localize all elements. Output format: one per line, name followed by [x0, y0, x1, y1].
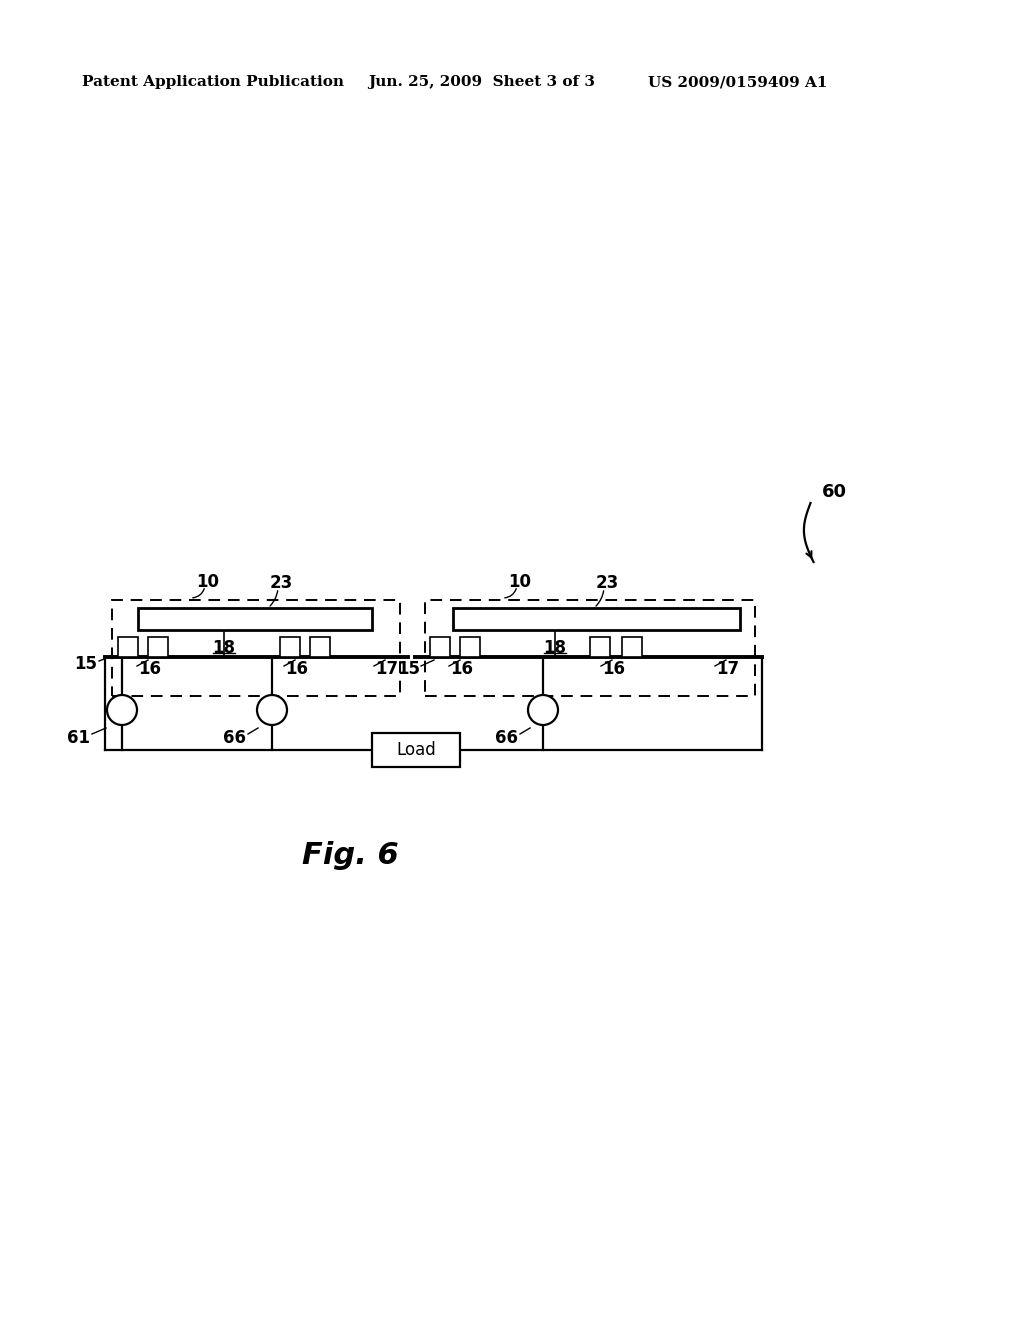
Bar — [112, 601, 400, 696]
Bar — [425, 601, 755, 696]
Text: 18: 18 — [544, 639, 566, 657]
Text: 16: 16 — [285, 660, 308, 678]
Circle shape — [106, 696, 137, 725]
Text: 15: 15 — [397, 660, 420, 678]
Bar — [118, 638, 138, 657]
Text: 16: 16 — [450, 660, 473, 678]
Text: 23: 23 — [596, 574, 620, 591]
Text: 10: 10 — [508, 573, 531, 591]
Bar — [372, 733, 460, 767]
Text: US 2009/0159409 A1: US 2009/0159409 A1 — [648, 75, 827, 88]
Text: 18: 18 — [213, 639, 236, 657]
Text: Jun. 25, 2009  Sheet 3 of 3: Jun. 25, 2009 Sheet 3 of 3 — [368, 75, 595, 88]
Bar — [590, 638, 610, 657]
Circle shape — [257, 696, 287, 725]
Bar — [460, 638, 480, 657]
Circle shape — [528, 696, 558, 725]
Text: 17: 17 — [375, 660, 398, 678]
Text: 61: 61 — [67, 729, 90, 747]
Text: Fig. 6: Fig. 6 — [302, 841, 398, 870]
Text: 60: 60 — [822, 483, 847, 502]
Bar — [453, 609, 740, 630]
Text: 16: 16 — [602, 660, 625, 678]
Text: 15: 15 — [74, 655, 97, 673]
Bar — [148, 638, 168, 657]
Text: 66: 66 — [495, 729, 518, 747]
Bar — [310, 638, 330, 657]
Text: Patent Application Publication: Patent Application Publication — [82, 75, 344, 88]
Text: 66: 66 — [223, 729, 246, 747]
Text: 10: 10 — [196, 573, 219, 591]
Text: 23: 23 — [270, 574, 293, 591]
Text: 16: 16 — [138, 660, 161, 678]
Text: 17: 17 — [716, 660, 739, 678]
Bar — [622, 638, 642, 657]
Bar — [430, 638, 450, 657]
Text: Load: Load — [396, 741, 436, 759]
Bar — [138, 609, 372, 630]
Bar — [280, 638, 300, 657]
